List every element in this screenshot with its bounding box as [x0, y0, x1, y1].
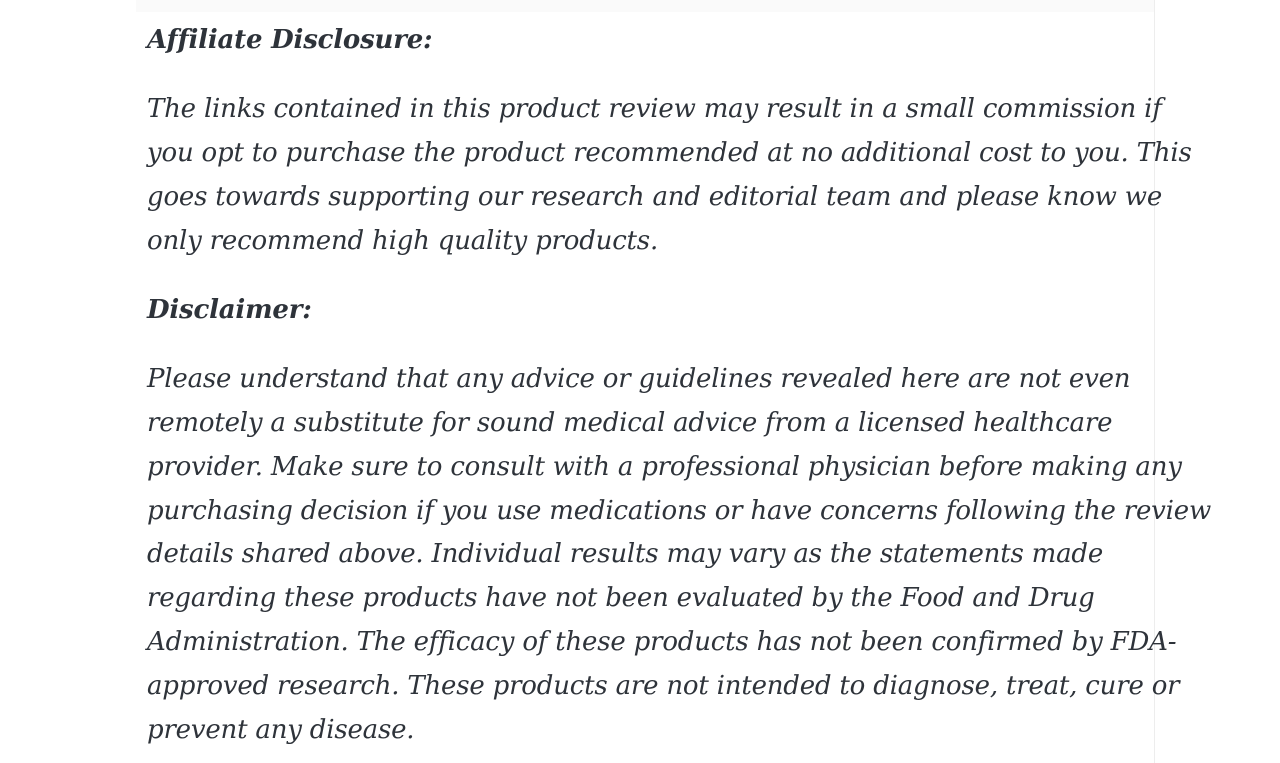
- paragraph-line: goes towards supporting our research and…: [147, 181, 1163, 212]
- paragraph-line: The links contained in this product revi…: [147, 94, 1162, 125]
- paragraph-line: only recommend high quality products.: [147, 225, 659, 256]
- paragraph-line: prevent any disease.: [147, 714, 415, 745]
- paragraph-line: remotely a substitute for sound medical …: [147, 408, 1113, 439]
- paragraph-line: Administration. The efficacy of these pr…: [147, 627, 1177, 658]
- section-heading: Disclaimer:: [147, 294, 312, 325]
- paragraph-line: purchasing decision if you use medicatio…: [147, 495, 1212, 526]
- paragraph-line: provider. Make sure to consult with a pr…: [147, 451, 1182, 482]
- paragraph-line: approved research. These products are no…: [147, 670, 1180, 701]
- disclosure-article: Affiliate Disclosure: The links contained…: [147, 0, 1212, 763]
- section-heading: Affiliate Disclosure:: [147, 25, 433, 55]
- top-remnant-strip: [136, 0, 1154, 12]
- paragraph-line: details shared above. Individual results…: [147, 539, 1104, 570]
- section-paragraph: Please understand that any advice or gui…: [147, 358, 1212, 752]
- paragraph-line: regarding these products have not been e…: [147, 583, 1095, 614]
- content-right-divider: [1154, 0, 1155, 763]
- paragraph-line: Please understand that any advice or gui…: [147, 364, 1131, 395]
- section-paragraph: The links contained in this product revi…: [147, 88, 1192, 263]
- paragraph-line: you opt to purchase the product recommen…: [147, 138, 1192, 169]
